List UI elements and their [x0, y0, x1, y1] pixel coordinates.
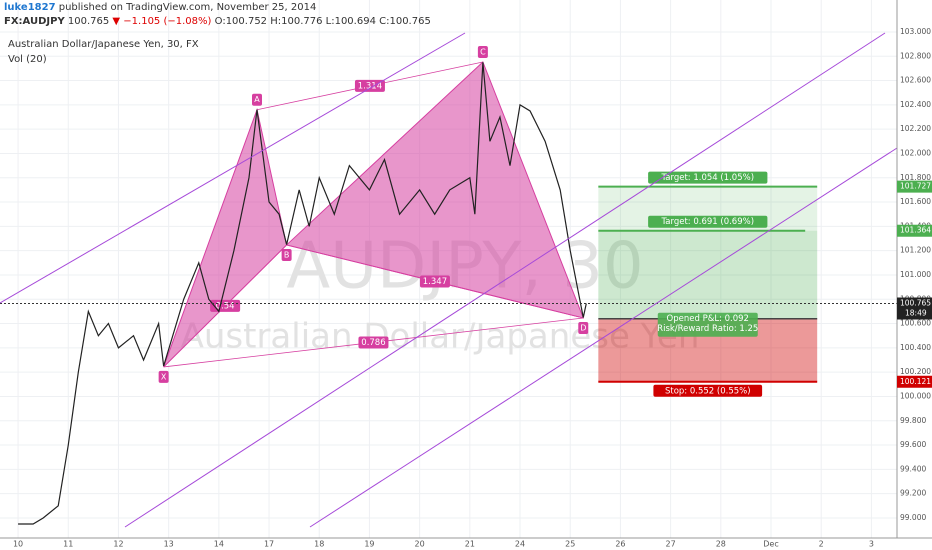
ratio-label: 1.314: [358, 81, 382, 91]
x-tick-label: 13: [164, 540, 174, 549]
point-label: B: [284, 250, 290, 259]
x-tick-label: 28: [716, 540, 726, 549]
y-tick-label: 100.000: [900, 391, 931, 400]
y-tick-label: 101.800: [900, 173, 931, 182]
last-price-label: 100.765: [900, 299, 931, 308]
ratio-box: [354, 79, 385, 92]
channel-lines: [0, 32, 898, 528]
x-tick-label: 25: [565, 540, 575, 549]
price-tag: [897, 297, 932, 320]
y-tick-label: 99.000: [900, 513, 926, 522]
price-axis: [897, 0, 932, 538]
x-tick-label: 14: [214, 540, 224, 549]
point-tag: [158, 370, 169, 383]
symbol: FX:AUDJPY: [4, 16, 65, 27]
x-tick-label: 17: [264, 540, 274, 549]
price: 100.765: [68, 16, 109, 27]
price-tag-label: 101.727: [900, 182, 931, 191]
symbol-line: FX:AUDJPY 100.765 ▼ −1.105 (−1.08%) O:10…: [4, 16, 431, 27]
y-tick-label: 99.800: [900, 416, 926, 425]
ratio-box: [419, 275, 450, 288]
y-tick-label: 101.600: [900, 197, 931, 206]
point-label: D: [580, 323, 586, 332]
x-tick-label: 3: [869, 540, 874, 549]
x-tick-label: 24: [515, 540, 525, 549]
price-line: [18, 62, 587, 525]
point-tag: [252, 93, 263, 106]
point-label: C: [480, 47, 486, 56]
ohlc: O:100.752 H:100.776 L:100.694 C:100.765: [215, 16, 431, 27]
x-tick-label: 27: [666, 540, 676, 549]
time-label: 18:49: [905, 309, 927, 318]
ratio-label: 0.786: [361, 338, 385, 348]
y-tick-label: 102.600: [900, 76, 931, 85]
change: ▼ −1.105 (−1.08%): [112, 16, 211, 27]
channel-line: [124, 32, 886, 528]
channel-line: [309, 147, 898, 528]
point-label: A: [254, 95, 260, 104]
price-tag: [897, 224, 932, 237]
channel-line: [0, 32, 466, 304]
watermark: Australian Dollar/Japanese Yen: [181, 317, 700, 357]
indicator: Vol (20): [8, 54, 47, 65]
y-tick-label: 99.200: [900, 489, 926, 498]
y-tick-label: 99.600: [900, 440, 926, 449]
y-tick-label: 100.400: [900, 343, 931, 352]
y-tick-label: 102.000: [900, 148, 931, 157]
y-tick-label: 100.600: [900, 319, 931, 328]
x-tick-label: 21: [465, 540, 475, 549]
y-tick-label: 102.200: [900, 124, 931, 133]
ratio-label: 1.347: [423, 277, 447, 287]
y-tick-label: 99.400: [900, 464, 926, 473]
x-tick-label: Dec: [763, 540, 778, 549]
level-tag: [648, 171, 768, 184]
price-tag-label: 101.364: [900, 226, 931, 235]
ratio-box: [210, 299, 241, 312]
instrument: Australian Dollar/Japanese Yen, 30, FX: [8, 39, 199, 50]
y-tick-label: 101.000: [900, 270, 931, 279]
x-tick-label: 2: [819, 540, 824, 549]
y-tick-label: 102.400: [900, 100, 931, 109]
user: luke1827: [4, 2, 56, 13]
level-text: Target: 1.054 (1.05%): [660, 173, 754, 183]
x-tick-label: 18: [314, 540, 324, 549]
axes: 99.00099.20099.40099.60099.800100.000100…: [13, 27, 932, 549]
x-tick-label: 19: [364, 540, 374, 549]
x-tick-label: 12: [113, 540, 123, 549]
point-label: X: [161, 372, 167, 381]
header: luke1827 published on TradingView.com, N…: [4, 2, 316, 13]
level-tag: [653, 384, 763, 397]
plot: 1.314 0.54 1.347 0.786 Target: 1.054 (1.05%)…: [0, 45, 897, 525]
y-tick-label: 101.200: [900, 246, 931, 255]
ratio-label: 0.54: [216, 301, 235, 311]
info-box: [657, 312, 758, 337]
target-zone: [598, 230, 818, 319]
ratio-box: [358, 336, 389, 349]
y-tick-label: 102.800: [900, 51, 931, 60]
price-tag-label: 100.121: [900, 377, 931, 386]
target-zone: [598, 186, 818, 319]
price-tag: [897, 180, 932, 193]
point-tag: [578, 321, 589, 334]
x-tick-label: 26: [615, 540, 625, 549]
x-tick-label: 10: [13, 540, 23, 549]
point-tag: [477, 45, 488, 58]
info-text: Opened P&L: 0.092: [667, 314, 749, 324]
point-tag: [281, 248, 292, 261]
x-tick-label: 20: [415, 540, 425, 549]
level-text: Stop: 0.552 (0.55%): [665, 386, 751, 396]
y-tick-label: 103.000: [900, 27, 931, 36]
published: published on TradingView.com, November 2…: [59, 2, 317, 13]
level-text: Target: 0.691 (0.69%): [660, 217, 754, 227]
info-text: Risk/Reward Ratio: 1.25: [657, 324, 758, 334]
y-tick-label: 100.200: [900, 367, 931, 376]
price-tag: [897, 375, 932, 388]
level-tag: [648, 215, 768, 228]
x-tick-label: 11: [63, 540, 73, 549]
